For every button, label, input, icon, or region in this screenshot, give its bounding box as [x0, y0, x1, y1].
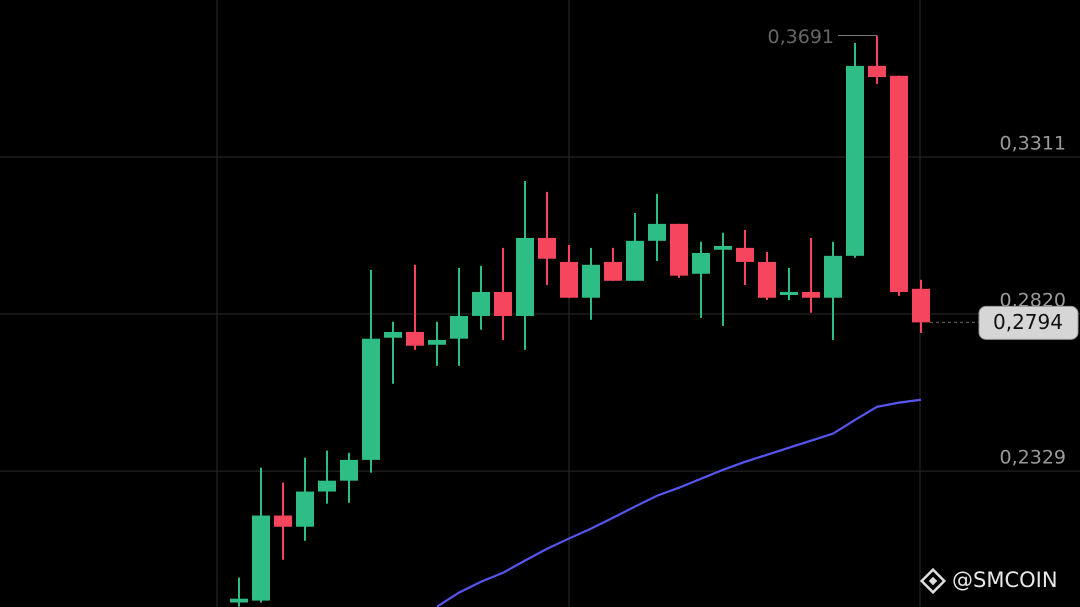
candle-body	[714, 245, 732, 250]
candle-body	[384, 331, 402, 338]
candle-body	[450, 315, 468, 339]
candle-body	[516, 237, 534, 316]
candle-body	[428, 339, 446, 345]
marks	[230, 34, 980, 607]
candle-body	[230, 598, 248, 603]
high-marker-label: 0,3691	[768, 26, 834, 48]
candle-body	[318, 480, 336, 492]
candle-body	[758, 261, 776, 298]
candle-body	[846, 65, 864, 256]
candle-body	[626, 240, 644, 281]
candle-body	[538, 237, 556, 259]
candle-body	[494, 291, 512, 316]
candle-body	[824, 255, 842, 298]
candle-body	[670, 223, 688, 276]
candle-body	[780, 291, 798, 295]
watermark-text: @SMCOIN	[952, 568, 1058, 592]
candle-body	[736, 247, 754, 262]
candle-body	[868, 65, 886, 78]
y-tick-label: 0,3311	[1000, 133, 1066, 155]
candle-body	[802, 291, 820, 298]
last-price-label: 0,2794	[993, 310, 1063, 334]
candle-body	[340, 459, 358, 481]
y-tick-label: 0,2329	[1000, 447, 1066, 469]
candle-body	[912, 288, 930, 323]
candle-body	[648, 223, 666, 241]
watermark: @SMCOIN	[919, 567, 1058, 595]
moving-average-line	[436, 398, 922, 607]
candle-body	[472, 291, 490, 316]
last-price-box	[978, 305, 1079, 340]
candle-body	[604, 261, 622, 281]
candle-body	[692, 252, 710, 274]
candle-body	[296, 491, 314, 527]
candle-body	[362, 338, 380, 460]
candle-body	[560, 261, 578, 298]
candle-body	[582, 264, 600, 298]
candle-body	[274, 515, 292, 527]
candle-body	[252, 515, 270, 601]
candle-body	[406, 331, 424, 346]
candle-body	[890, 75, 908, 292]
